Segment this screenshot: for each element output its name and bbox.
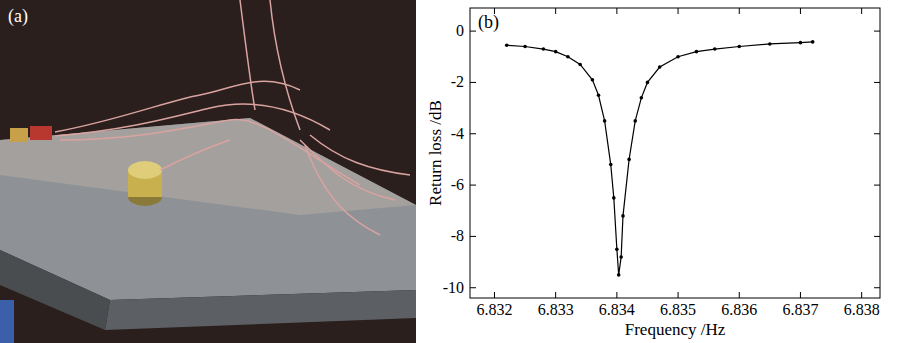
x-tick <box>494 292 495 298</box>
panel-label: (b) <box>478 12 499 33</box>
y-tick-label: -10 <box>443 279 464 296</box>
x-tick-label: 6.834 <box>599 301 635 318</box>
data-point <box>554 50 558 54</box>
data-point <box>799 41 803 45</box>
x-tick-label: 6.836 <box>721 301 757 318</box>
x-tick <box>739 292 740 298</box>
y-tick <box>470 133 476 134</box>
data-point <box>811 40 815 44</box>
data-point <box>658 65 662 69</box>
connector <box>10 128 28 142</box>
data-point <box>640 96 644 100</box>
x-tick-label: 6.832 <box>476 301 512 318</box>
wire <box>60 120 360 185</box>
wire <box>270 0 300 130</box>
x-tick-label: 6.838 <box>844 301 880 318</box>
y-tick <box>874 287 880 288</box>
plate-reflection <box>0 118 416 215</box>
y-tick <box>874 236 880 237</box>
data-point <box>609 163 613 167</box>
wire <box>310 135 410 175</box>
y-tick <box>874 82 880 83</box>
x-tick <box>861 292 862 298</box>
x-tick <box>555 292 556 298</box>
plate-edge <box>105 290 416 330</box>
wire <box>55 81 300 132</box>
y-tick <box>874 31 880 32</box>
data-point <box>627 158 631 162</box>
data-point <box>633 119 637 123</box>
data-point <box>646 81 650 85</box>
data-line <box>507 42 813 275</box>
data-point <box>523 45 527 49</box>
photo-background <box>0 0 416 343</box>
x-tick <box>800 292 801 298</box>
x-tick-label: 6.835 <box>660 301 696 318</box>
data-point <box>768 42 772 46</box>
data-point <box>566 55 570 59</box>
blue-clip <box>0 300 14 343</box>
plot-area <box>505 40 815 277</box>
data-point <box>619 255 623 259</box>
data-point <box>612 196 616 200</box>
data-point <box>713 47 717 51</box>
data-point <box>615 247 619 251</box>
wire <box>160 140 230 170</box>
data-point <box>597 93 601 97</box>
wire <box>55 104 330 136</box>
y-tick <box>470 31 476 32</box>
x-tick-label: 6.833 <box>538 301 574 318</box>
data-point <box>617 273 621 277</box>
metal-plate <box>0 118 416 300</box>
y-tick <box>874 185 880 186</box>
x-tick <box>678 292 679 298</box>
data-point <box>591 78 595 82</box>
y-tick <box>470 82 476 83</box>
x-tick <box>616 8 617 14</box>
data-point <box>578 63 582 67</box>
y-tick-label: 0 <box>456 22 464 39</box>
data-point <box>621 214 625 218</box>
plate-side <box>0 250 110 330</box>
x-axis-title: Frequency /Hz <box>625 320 726 339</box>
chart-panel: 6.832 6.833 6.834 6.835 6.836 6.837 6.838 0 -2 -4… <box>426 8 880 339</box>
y-tick <box>470 185 476 186</box>
x-tick <box>800 8 801 14</box>
y-tick <box>470 236 476 237</box>
y-tick-label: -8 <box>451 227 464 244</box>
x-tick <box>861 8 862 14</box>
data-point <box>676 55 680 59</box>
data-point <box>737 45 741 49</box>
y-tick-label: -4 <box>451 125 464 142</box>
panel-label: (a) <box>8 6 28 27</box>
x-tick-label: 6.837 <box>782 301 818 318</box>
y-tick <box>874 133 880 134</box>
photo-glow <box>0 0 416 343</box>
wire <box>305 145 380 235</box>
plot-frame <box>470 8 880 298</box>
figure: (a) 6.832 6.833 6.834 6.835 6.836 6.837 6.838 0 -… <box>0 0 898 343</box>
y-tick-label: -2 <box>451 73 464 90</box>
photo-panel: (a) <box>0 0 416 343</box>
data-point <box>505 43 509 47</box>
x-tick <box>739 8 740 14</box>
y-tick <box>470 287 476 288</box>
data-point <box>542 47 546 51</box>
wire <box>240 0 255 110</box>
x-tick <box>678 8 679 14</box>
connector <box>30 126 52 140</box>
data-point <box>695 50 699 54</box>
cavity-top <box>128 161 162 179</box>
y-tick-label: -6 <box>451 176 464 193</box>
x-tick <box>555 8 556 14</box>
y-axis-title: Return loss /dB <box>426 100 445 206</box>
x-tick <box>616 292 617 298</box>
data-point <box>603 119 607 123</box>
